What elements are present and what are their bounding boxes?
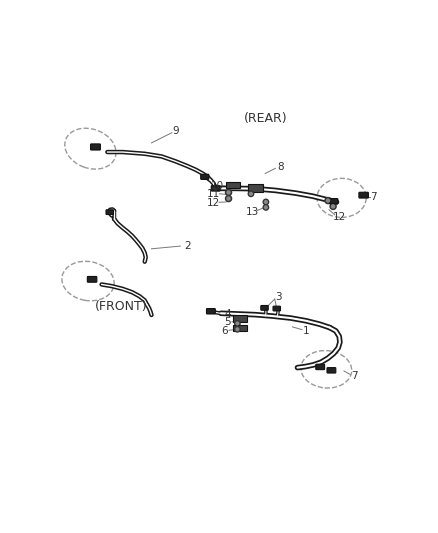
FancyBboxPatch shape (106, 210, 113, 214)
Circle shape (330, 203, 336, 209)
Text: 11: 11 (207, 189, 220, 199)
Circle shape (236, 322, 239, 325)
FancyBboxPatch shape (261, 305, 268, 310)
Text: 13: 13 (246, 207, 259, 217)
Circle shape (235, 327, 240, 332)
FancyBboxPatch shape (201, 174, 209, 180)
Text: 3: 3 (275, 292, 282, 302)
Text: 12: 12 (332, 212, 346, 222)
Circle shape (227, 197, 230, 200)
FancyBboxPatch shape (87, 277, 97, 282)
Text: 8: 8 (277, 161, 284, 172)
Circle shape (265, 200, 267, 203)
FancyBboxPatch shape (330, 199, 338, 204)
Text: 2: 2 (184, 241, 191, 251)
Circle shape (332, 205, 335, 208)
Bar (233, 316, 247, 322)
FancyBboxPatch shape (206, 309, 215, 314)
Text: 10: 10 (210, 181, 223, 191)
Circle shape (235, 321, 240, 326)
Circle shape (226, 196, 232, 201)
Text: (REAR): (REAR) (244, 111, 287, 125)
Text: 7: 7 (371, 192, 377, 202)
Circle shape (227, 191, 230, 194)
FancyBboxPatch shape (316, 364, 325, 370)
Text: 9: 9 (172, 126, 179, 136)
Text: 12: 12 (207, 198, 220, 208)
Text: (FRONT): (FRONT) (95, 300, 147, 313)
Text: 4: 4 (225, 309, 231, 319)
Circle shape (326, 199, 329, 202)
Circle shape (236, 328, 239, 330)
Circle shape (248, 191, 254, 197)
Circle shape (226, 189, 232, 196)
Circle shape (325, 198, 331, 204)
Text: 7: 7 (351, 371, 357, 381)
FancyBboxPatch shape (327, 368, 336, 373)
Bar (233, 325, 247, 331)
Circle shape (263, 199, 268, 205)
FancyBboxPatch shape (359, 192, 368, 198)
FancyBboxPatch shape (273, 306, 280, 311)
Text: 1: 1 (303, 326, 310, 336)
FancyBboxPatch shape (211, 185, 220, 191)
Bar (226, 182, 240, 188)
Circle shape (263, 205, 268, 210)
FancyBboxPatch shape (91, 144, 100, 150)
Text: 5: 5 (225, 317, 231, 327)
Circle shape (250, 192, 252, 195)
Text: 6: 6 (221, 326, 228, 336)
Circle shape (265, 206, 267, 209)
Bar (247, 184, 263, 192)
